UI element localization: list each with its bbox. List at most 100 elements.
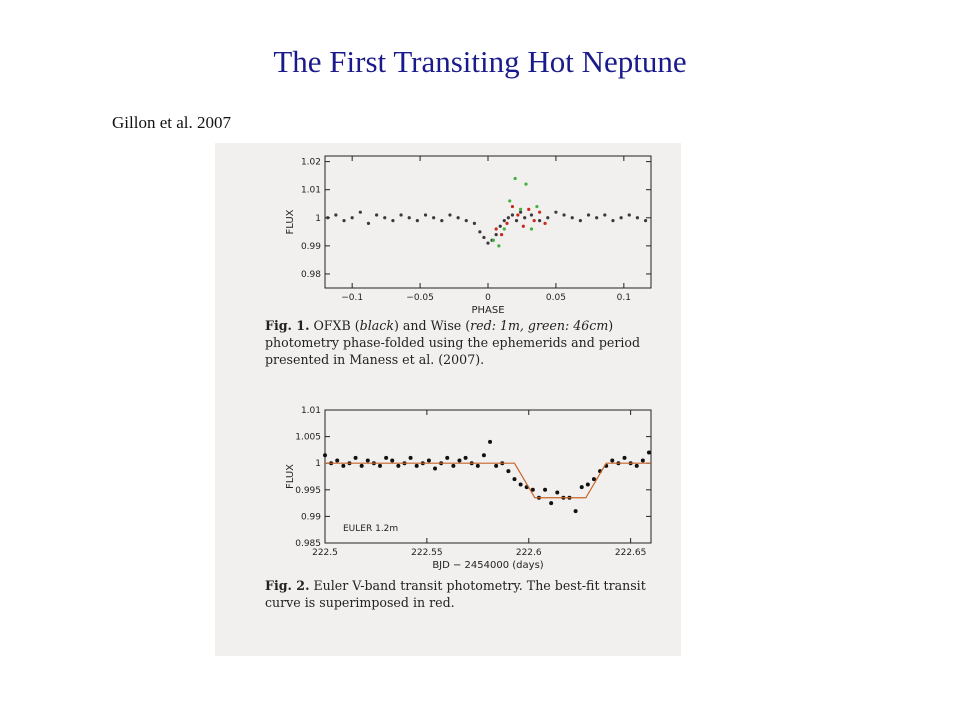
data-point: [506, 216, 510, 220]
plot-frame: [324, 409, 652, 544]
data-point: [440, 218, 444, 223]
data-point: [524, 182, 528, 186]
x-tick-label: 222.55: [411, 548, 443, 558]
data-point: [445, 455, 450, 460]
x-tick-label: −0.05: [406, 293, 434, 303]
data-point: [494, 227, 498, 231]
fig1-caption-b: black: [359, 318, 394, 333]
data-point: [396, 463, 401, 468]
x-tick-label: 222.65: [615, 548, 647, 558]
data-point: [457, 458, 462, 463]
plot-frame: [324, 155, 652, 289]
data-point: [554, 210, 558, 214]
fig2-caption-text: Euler V-band transit photometry. The bes…: [265, 578, 646, 610]
data-point: [514, 218, 519, 223]
fig1-label: Fig. 1.: [265, 318, 310, 333]
data-point: [627, 213, 631, 217]
y-axis-label: FLUX: [285, 464, 296, 489]
data-point: [579, 485, 584, 490]
data-point: [610, 458, 615, 463]
data-point: [482, 235, 486, 240]
data-point: [481, 453, 486, 458]
data-point: [407, 216, 411, 220]
data-point: [475, 463, 480, 468]
x-tick-label: 0.1: [617, 293, 631, 303]
data-point: [326, 216, 330, 220]
data-point: [383, 216, 387, 220]
x-tick-label: 0: [485, 293, 491, 303]
data-point: [366, 221, 371, 226]
data-point: [586, 213, 591, 217]
data-point: [408, 455, 413, 460]
data-point: [510, 204, 515, 209]
data-point: [353, 455, 358, 460]
data-point: [464, 218, 468, 223]
x-axis-label: BJD − 2454000 (days): [432, 560, 543, 571]
data-point: [456, 216, 460, 220]
data-point: [619, 216, 623, 220]
data-point: [494, 463, 499, 468]
data-point: [494, 233, 498, 237]
data-point: [622, 455, 627, 460]
data-point: [350, 216, 354, 220]
data-point: [391, 218, 395, 223]
data-point: [523, 216, 527, 220]
data-point: [502, 218, 506, 223]
data-point: [335, 458, 340, 463]
data-point: [323, 453, 327, 458]
data-point: [603, 213, 607, 217]
data-point: [543, 221, 547, 226]
data-point: [342, 218, 346, 223]
data-point: [538, 210, 542, 214]
data-point: [591, 477, 596, 482]
data-point: [414, 463, 419, 468]
data-point: [423, 213, 428, 217]
data-point: [646, 450, 651, 455]
data-point: [488, 439, 493, 444]
data-point: [546, 216, 550, 220]
y-tick-label: 1.02: [301, 158, 321, 168]
data-point: [530, 487, 535, 492]
citation: Gillon et al. 2007: [112, 113, 231, 132]
data-point: [570, 216, 574, 220]
y-tick-label: 0.98: [301, 270, 321, 280]
data-point: [512, 477, 517, 482]
y-tick-label: 0.99: [301, 512, 321, 522]
data-point: [341, 463, 346, 468]
data-point: [334, 213, 338, 217]
data-point: [390, 458, 395, 463]
y-tick-label: 1: [315, 459, 321, 469]
data-point: [643, 218, 648, 223]
data-point: [562, 213, 566, 217]
x-tick-label: −0.1: [341, 293, 363, 303]
data-point: [448, 213, 452, 217]
y-tick-label: 0.985: [295, 539, 321, 549]
slide-title: The First Transiting Hot Neptune: [273, 44, 687, 79]
data-point: [502, 227, 506, 231]
data-point: [384, 455, 389, 460]
data-point: [463, 455, 468, 460]
y-tick-label: 1.01: [301, 406, 321, 416]
data-point: [549, 501, 554, 506]
data-point: [538, 218, 542, 223]
data-point: [573, 509, 578, 514]
data-point: [486, 241, 490, 245]
fig1-caption: Fig. 1. OFXB (black) and Wise (red: 1m, …: [265, 317, 655, 368]
paper-figure-scan: −0.1 −0.05 0 0.05 0.1 1.02 1.01 1 0.99 0.98 PHASE F…: [215, 143, 681, 656]
data-point: [478, 230, 482, 234]
y-tick-label: 0.995: [295, 486, 321, 496]
data-point: [521, 224, 525, 228]
data-point: [595, 216, 599, 220]
y-axis-label: FLUX: [285, 209, 296, 234]
data-point: [508, 199, 512, 203]
data-point: [529, 213, 534, 217]
data-point: [519, 210, 523, 214]
data-point: [519, 207, 523, 211]
data-point: [498, 224, 502, 228]
x-tick-label: 222.5: [312, 548, 338, 558]
fig1-caption-c: ) and Wise (: [393, 318, 471, 333]
data-point: [365, 458, 370, 463]
data-point: [543, 487, 548, 492]
data-point: [529, 227, 534, 231]
data-point: [510, 213, 515, 217]
